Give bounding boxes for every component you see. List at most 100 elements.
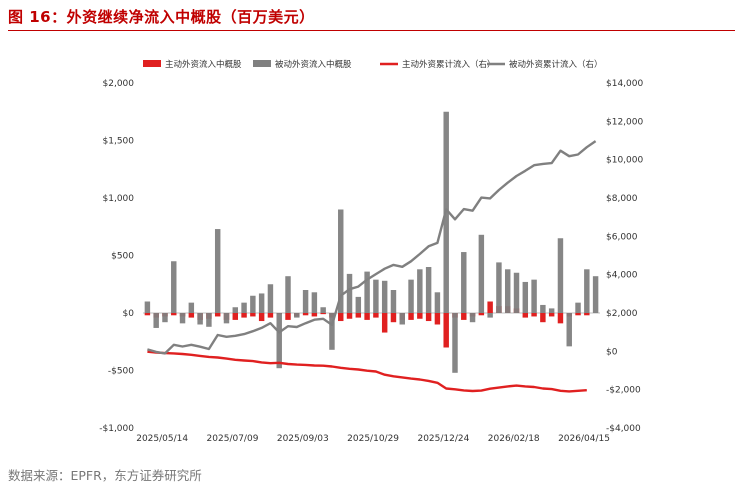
passive-flow-bar [513, 272, 520, 313]
active-flow-bar [381, 313, 388, 333]
right-axis-tick-label: -$4,000 [606, 424, 641, 434]
passive-flow-bar [338, 209, 344, 313]
left-axis-tick-label: $2,000 [103, 79, 135, 89]
active-flow-bar [311, 313, 318, 317]
active-flow-bar [557, 313, 564, 324]
active-flow-bar [241, 313, 247, 318]
passive-flow-bar [285, 276, 291, 313]
active-flow-bar [214, 313, 221, 317]
passive-flow-bar [355, 296, 362, 313]
active-flow-bar [171, 313, 177, 316]
active-flow-bar [540, 313, 546, 323]
active-flow-bar [338, 313, 344, 322]
passive-flow-bar [294, 313, 300, 318]
active-flow-bar [434, 313, 441, 325]
passive-flow-bar [540, 304, 546, 313]
passive-flow-bar [548, 308, 555, 313]
left-axis-tick-label: $1,500 [103, 137, 135, 147]
right-axis-tick-label: $8,000 [606, 194, 638, 204]
left-axis-tick-label: -$1,000 [99, 424, 134, 434]
active-flow-bar [364, 313, 370, 320]
right-axis-tick-label: $0 [606, 347, 618, 357]
active-flow-bar [285, 313, 291, 320]
active-flow-bar [417, 313, 423, 319]
active-flow-bar [408, 313, 414, 320]
legend-label: 主动外资累计流入（右） [402, 59, 496, 70]
left-axis-tick-label: $1,000 [103, 194, 135, 204]
passive-flow-bar [504, 269, 511, 313]
passive-flow-bar [267, 284, 274, 313]
passive-flow-bar [399, 313, 405, 325]
passive-flow-bar [408, 279, 414, 313]
passive-flow-bar [575, 302, 581, 313]
active-flow-bar [373, 313, 379, 318]
active-flow-bar [425, 313, 432, 322]
passive-flow-bar [373, 279, 379, 313]
passive-flow-bar [320, 307, 326, 313]
active-flow-bar [250, 313, 256, 317]
passive-flow-bar [197, 313, 203, 325]
passive-flow-bar [592, 276, 599, 313]
active-flow-bar [188, 313, 195, 318]
passive-flow-bar [584, 269, 590, 313]
legend-label: 被动外资流入中概股 [275, 59, 352, 70]
active-flow-bar [302, 313, 309, 316]
legend-swatch [253, 60, 271, 67]
passive-flow-bar [381, 280, 388, 313]
legend-label: 主动外资流入中概股 [165, 59, 242, 70]
x-axis-tick-label: 2026/02/18 [488, 434, 540, 444]
passive-flow-bar [390, 290, 397, 313]
active-flow-bar [487, 301, 493, 313]
legend-swatch [143, 60, 161, 67]
active-cumulative-line [147, 350, 587, 393]
passive-flow-bar [153, 313, 159, 328]
active-flow-bar [144, 313, 151, 316]
passive-flow-bar [250, 295, 256, 313]
passive-flow-bar [461, 252, 467, 313]
active-flow-bar [461, 313, 467, 320]
active-flow-bar [390, 313, 397, 323]
passive-flow-bar [302, 290, 309, 313]
active-flow-bar [575, 313, 581, 316]
x-axis-tick-label: 2025/07/09 [207, 434, 259, 444]
active-flow-bar [531, 313, 537, 317]
passive-flow-bar [258, 293, 265, 313]
legend-label: 被动外资累计流入（右） [509, 59, 603, 70]
active-flow-bar [232, 313, 239, 320]
right-axis-tick-label: $12,000 [606, 117, 643, 127]
passive-flow-bar [478, 234, 485, 313]
passive-flow-bar [487, 313, 493, 318]
right-axis-tick-label: $6,000 [606, 232, 638, 242]
passive-flow-bar [452, 313, 458, 373]
passive-flow-bar [162, 313, 168, 323]
active-flow-bar [346, 313, 353, 319]
passive-flow-bar [276, 313, 282, 369]
x-axis-tick-label: 2025/12/24 [417, 434, 469, 444]
passive-flow-bar [214, 229, 221, 313]
left-axis-tick-label: $500 [111, 252, 134, 262]
passive-flow-bar [469, 313, 476, 323]
passive-flow-bar [425, 267, 432, 313]
active-flow-bar [584, 313, 590, 316]
passive-flow-bar [329, 313, 335, 350]
active-flow-bar [267, 313, 274, 318]
active-flow-bar [478, 313, 485, 316]
passive-flow-bar [206, 313, 212, 327]
x-axis-tick-label: 2025/05/14 [136, 434, 188, 444]
active-flow-bar [355, 313, 362, 318]
passive-flow-bar [223, 313, 230, 324]
passive-flow-bar [496, 262, 502, 313]
passive-flow-bar [566, 313, 572, 347]
passive-flow-bar [434, 292, 441, 313]
passive-flow-bar [241, 302, 247, 313]
left-axis-tick-label: $0 [123, 309, 135, 319]
active-flow-bar [548, 313, 555, 317]
x-axis-tick-label: 2026/04/15 [558, 434, 610, 444]
passive-flow-bar [364, 271, 370, 313]
x-axis-tick-label: 2025/10/29 [347, 434, 399, 444]
passive-flow-bar [188, 302, 195, 313]
right-axis-tick-label: $4,000 [606, 271, 638, 281]
figure-title: 图 16：外资继续净流入中概股（百万美元） [8, 8, 315, 26]
left-axis-tick-label: -$500 [108, 367, 134, 377]
